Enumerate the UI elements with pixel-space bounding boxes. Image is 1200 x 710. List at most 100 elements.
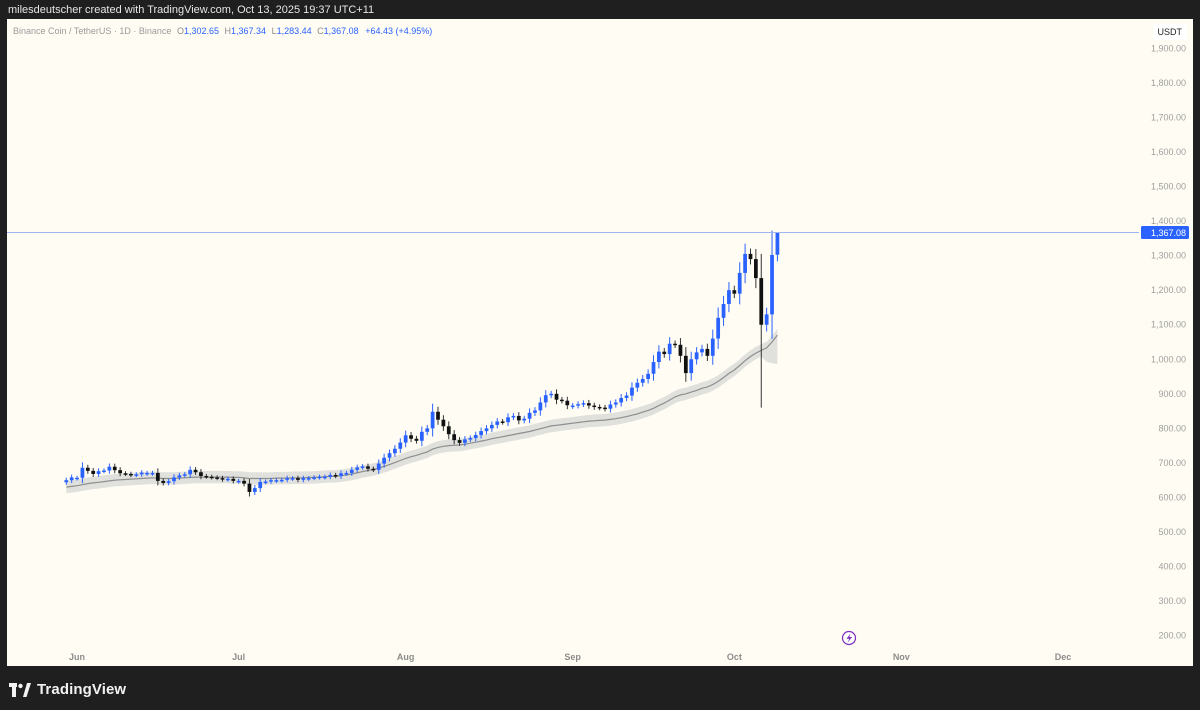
candle	[732, 285, 737, 299]
candle	[613, 399, 618, 408]
close-label: C	[317, 26, 324, 36]
time-tick-label: Nov	[893, 652, 910, 662]
candle	[479, 427, 483, 439]
candle	[403, 430, 408, 448]
candle	[269, 477, 273, 484]
candle-body	[484, 428, 489, 432]
candle-body	[657, 351, 661, 363]
candle	[301, 475, 306, 483]
candle	[473, 431, 478, 442]
brand-name: TradingView	[37, 681, 127, 698]
candle-body	[107, 466, 112, 471]
candle-body	[549, 393, 554, 396]
price-tick-label: 1,700.00	[1151, 112, 1186, 122]
candle-body	[543, 395, 548, 403]
candle-body	[231, 478, 236, 481]
candle-body	[732, 290, 737, 294]
candle-body	[134, 474, 139, 476]
candle-body	[188, 469, 193, 475]
lightning-icon[interactable]	[841, 630, 857, 646]
candle-body	[700, 348, 704, 353]
candle-body	[603, 407, 607, 410]
candle-body	[193, 469, 198, 473]
candle	[743, 243, 747, 284]
candle	[236, 478, 241, 484]
candle-body	[75, 477, 79, 480]
candle-body	[479, 431, 483, 435]
candle-body	[516, 415, 521, 421]
candle	[770, 230, 774, 339]
candle-body	[333, 475, 338, 477]
candle-body	[500, 421, 505, 423]
candle-body	[419, 431, 424, 441]
candle-body	[306, 478, 311, 480]
brand[interactable]: TradingView	[9, 681, 126, 698]
candle	[376, 459, 381, 474]
candle	[700, 344, 704, 357]
candle-body	[85, 467, 90, 471]
candle-body	[215, 477, 219, 479]
candle	[182, 472, 187, 478]
candle	[689, 351, 694, 381]
candle-body	[64, 480, 69, 483]
currency-button[interactable]: USDT	[1152, 24, 1187, 40]
candle	[64, 477, 69, 485]
last-price-badge	[1141, 225, 1189, 239]
candle-body	[209, 476, 214, 479]
time-tick-label: Dec	[1055, 652, 1072, 662]
candle-body	[436, 411, 440, 420]
candle	[608, 400, 613, 413]
candle-body	[694, 352, 699, 360]
candle-body	[398, 442, 403, 449]
symbol-title: Binance Coin / TetherUS · 1D · Binance	[13, 26, 172, 36]
candle	[678, 338, 683, 363]
price-tick-label: 1,900.00	[1151, 43, 1186, 53]
candle-body	[743, 253, 747, 273]
candle	[69, 474, 74, 483]
price-tick-label: 1,200.00	[1151, 285, 1186, 295]
candle-body	[592, 405, 597, 408]
candle	[667, 337, 672, 361]
candle-body	[220, 478, 225, 480]
candle-body	[258, 481, 263, 489]
candle	[576, 401, 580, 409]
candle-body	[619, 397, 624, 403]
chart-pane[interactable]: 1,367.08 200.00 300.00 400.00 500.00 600.00 7…	[7, 19, 1193, 666]
candle-body	[403, 435, 408, 443]
candle	[452, 430, 457, 445]
ema-band-area	[66, 328, 778, 494]
candle-body	[495, 421, 500, 425]
candle-body	[586, 403, 591, 406]
candle	[123, 471, 128, 477]
candle	[258, 477, 263, 493]
candle-body	[511, 415, 516, 418]
ema-band	[66, 328, 778, 494]
candle-body	[554, 393, 559, 400]
footer: TradingView	[0, 666, 1200, 710]
candle	[764, 307, 769, 332]
candle-body	[349, 469, 354, 473]
candle-body	[770, 254, 774, 315]
candle	[177, 472, 182, 480]
candle-body	[737, 272, 742, 294]
candle-body	[247, 483, 252, 492]
candle	[371, 466, 376, 473]
candle	[522, 415, 527, 424]
candle-body	[506, 417, 510, 423]
candle-body	[382, 457, 387, 464]
candle	[753, 249, 758, 289]
candle-body	[452, 434, 457, 441]
export-caption: milesdeutscher created with TradingView.…	[8, 4, 375, 16]
candle	[419, 426, 424, 447]
candle-body	[608, 404, 613, 409]
candle	[538, 397, 543, 416]
candle-body	[96, 471, 101, 474]
price-tick-label: 1,500.00	[1151, 182, 1186, 192]
candle-body	[376, 463, 381, 470]
low-value: 1,283.44	[276, 26, 312, 36]
time-tick-label: Jun	[69, 652, 85, 662]
candle-body	[102, 470, 106, 473]
price-chart[interactable]: 1,367.08 200.00 300.00 400.00 500.00 600.00 7…	[7, 19, 1193, 666]
candle-body	[560, 399, 564, 402]
candle	[436, 406, 440, 425]
